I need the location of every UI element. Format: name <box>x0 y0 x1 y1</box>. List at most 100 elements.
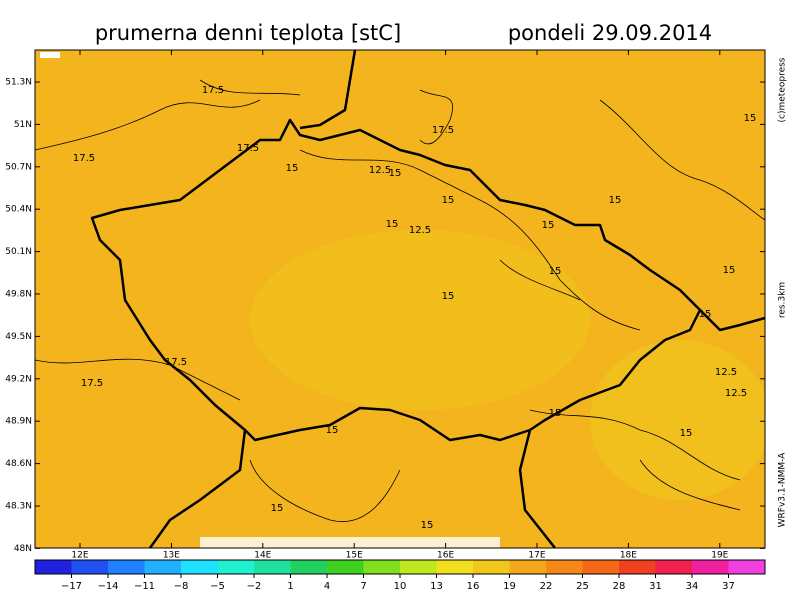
lat-label: 51N <box>14 120 32 130</box>
lon-label: 14E <box>254 551 271 561</box>
contour-label: 15 <box>389 168 402 179</box>
lon-label: 17E <box>528 551 545 561</box>
lon-label: 19E <box>711 551 728 561</box>
resolution: res.3km <box>778 282 788 318</box>
contour-label: 17.5 <box>237 143 259 154</box>
colorbar-label: −14 <box>97 581 118 592</box>
contour-label: 17.5 <box>202 85 224 96</box>
colorbar-label: 19 <box>503 581 516 592</box>
map-frame <box>34 49 766 549</box>
colorbar: −17 −14 −11 −8 −5 −2 1 4 7 10 13 16 19 22 25 28 31 34 37 <box>34 559 766 592</box>
colorbar-label: 31 <box>649 581 662 592</box>
map-area: 17.517.517.517.515 151515151515151512.515… <box>35 50 765 548</box>
colorbar-segment <box>71 560 109 574</box>
colorbar-segment <box>546 560 583 574</box>
lon-axis: 12E 13E 14E 15E 16E 17E 18E 19E <box>71 50 729 561</box>
colorbar-segment <box>728 560 766 574</box>
contour-label: 15 <box>286 163 299 174</box>
lat-axis: 51.3N 51N 50.7N 50.4N 50.1N 49.8N 49.5N 49.2N 48… <box>5 78 765 554</box>
colorbar-label: −8 <box>174 581 189 592</box>
colorbar-segment <box>582 560 620 574</box>
model-name: WRFv3.1-NMM-A <box>778 452 788 528</box>
lon-label: 18E <box>620 551 637 561</box>
lat-label: 49.2N <box>5 374 32 384</box>
contour-label: 15 <box>699 309 712 320</box>
lat-label: 48.9N <box>5 417 32 427</box>
colorbar-segment <box>35 560 72 574</box>
lat-label: 48N <box>14 544 32 554</box>
colorbar-label: 1 <box>287 581 293 592</box>
lat-label: 49.8N <box>5 290 32 300</box>
colorbar-segment <box>619 560 656 574</box>
contour-label: 15 <box>549 266 562 277</box>
colorbar-label: 13 <box>430 581 443 592</box>
contour-label: 17.5 <box>165 357 187 368</box>
colorbar-segment <box>692 560 729 574</box>
contour-label: 17.5 <box>73 153 95 164</box>
colorbar-segment <box>327 560 364 574</box>
colorbar-label: 10 <box>394 581 407 592</box>
contour-label: 12.5 <box>409 225 431 236</box>
contour-label: 15 <box>421 520 434 531</box>
colorbar-segment <box>254 560 291 574</box>
map-date: pondeli 29.09.2014 <box>508 21 712 45</box>
colorbar-label: 28 <box>613 581 626 592</box>
colorbar-segment <box>363 560 401 574</box>
colorbar-segment <box>655 560 693 574</box>
contour-label: 12.5 <box>725 388 747 399</box>
lat-label: 51.3N <box>5 78 32 88</box>
colorbar-segment <box>181 560 218 574</box>
colorbar-label: 4 <box>324 581 330 592</box>
colorbar-label: −11 <box>134 581 155 592</box>
contour-label: 15 <box>326 425 339 436</box>
lat-label: 48.6N <box>5 459 32 469</box>
no-data <box>200 537 500 548</box>
contour-label: 15 <box>442 195 455 206</box>
lon-label: 16E <box>437 551 454 561</box>
warm-zone <box>250 230 590 410</box>
colorbar-label: 34 <box>686 581 699 592</box>
contour-label: 15 <box>442 291 455 302</box>
contour-labels: 17.517.517.517.515 151515151515151512.515… <box>73 85 757 531</box>
contours <box>35 79 765 522</box>
colorbar-label: 22 <box>540 581 553 592</box>
contour-label: 15 <box>549 408 562 419</box>
cool-zone <box>590 340 765 500</box>
colorbar-segment <box>509 560 547 574</box>
lon-label: 12E <box>71 551 88 561</box>
lon-label: 15E <box>346 551 363 561</box>
colorbar-segment <box>400 560 437 574</box>
contour-label: 12.5 <box>369 165 391 176</box>
colorbar-label: −5 <box>210 581 225 592</box>
colorbar-label: 37 <box>722 581 735 592</box>
colorbar-label: 16 <box>467 581 480 592</box>
borders <box>90 50 765 548</box>
contour-label: 15 <box>609 195 622 206</box>
colorbar-label: −17 <box>61 581 82 592</box>
colorbar-segment <box>144 560 182 574</box>
lat-label: 50.4N <box>5 205 32 215</box>
colorbar-segment <box>436 560 474 574</box>
lat-label: 49.5N <box>5 332 32 342</box>
copyright: (c)meteopress <box>778 57 788 122</box>
lon-label: 13E <box>163 551 180 561</box>
contour-label: 15 <box>723 265 736 276</box>
colorbar-label: −2 <box>247 581 262 592</box>
lat-label: 50.7N <box>5 162 32 172</box>
contour-label: 17.5 <box>81 378 103 389</box>
lat-label: 48.3N <box>5 502 32 512</box>
contour-label: 15 <box>271 503 284 514</box>
colorbar-segment <box>290 560 328 574</box>
contour-label: 15 <box>542 220 555 231</box>
contour-label: 15 <box>386 219 399 230</box>
colorbar-segment <box>473 560 510 574</box>
contour-label: 15 <box>680 428 693 439</box>
colorbar-label: 7 <box>360 581 366 592</box>
contour-label: 15 <box>744 113 757 124</box>
colorbar-segment <box>108 560 145 574</box>
no-data <box>40 52 60 58</box>
colorbar-label: 25 <box>576 581 589 592</box>
lat-label: 50.1N <box>5 247 32 257</box>
contour-label: 12.5 <box>715 367 737 378</box>
